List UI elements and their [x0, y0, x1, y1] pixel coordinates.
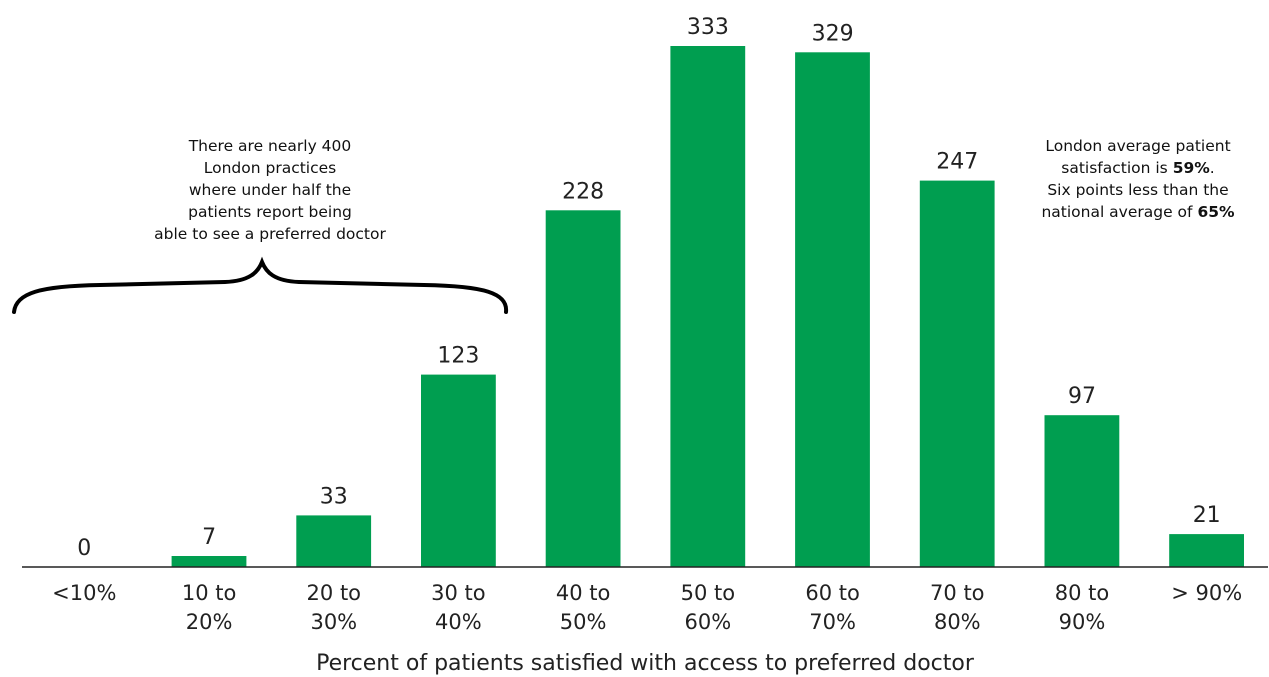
annotation-london-average: London average patient satisfaction is 5… — [1018, 135, 1258, 223]
x-tick-label-line: 40 to — [556, 581, 610, 605]
x-tick-label-line: 10 to — [182, 581, 236, 605]
x-tick-label-line: 60% — [685, 610, 732, 634]
bar-2 — [296, 515, 372, 567]
x-tick-label-line: 30% — [310, 610, 357, 634]
bar-9 — [1169, 534, 1244, 567]
bar-value-label: 329 — [812, 21, 854, 46]
bar-value-label: 123 — [437, 344, 479, 369]
bar-value-label: 0 — [77, 536, 91, 561]
bar-3 — [421, 374, 496, 567]
curly-brace — [12, 256, 509, 314]
bar-value-label: 33 — [320, 484, 348, 509]
x-tick-label-line: 40% — [435, 610, 482, 634]
annotation-line: where under half the — [188, 181, 352, 199]
annotation-line: There are nearly 400 — [188, 137, 352, 155]
x-tick-label-line: 30 to — [431, 581, 485, 605]
bar-value-label: 333 — [687, 15, 729, 40]
annotation-text: . — [1209, 159, 1215, 177]
annotation-line: national average of 65% — [1018, 201, 1258, 223]
bar-value-labels: 0 7 33 123 228 333 329 247 97 21 — [77, 15, 1220, 561]
annotation-line: London practices — [203, 159, 337, 177]
x-tick-label: 70 to 80% — [930, 581, 984, 634]
x-tick-label: 10 to 20% — [182, 581, 236, 634]
x-tick-label-line: 90% — [1059, 610, 1106, 634]
annotation-text: satisfaction is — [1061, 159, 1173, 177]
london-average-value: 59% — [1172, 159, 1210, 177]
x-tick-label-line: > 90% — [1171, 581, 1242, 605]
annotation-line: satisfaction is 59%. — [1018, 157, 1258, 179]
x-tick-label: 80 to 90% — [1055, 581, 1109, 634]
bar-1 — [171, 556, 247, 567]
annotation-line: able to see a preferred doctor — [154, 225, 386, 243]
bar-value-label: 21 — [1193, 503, 1221, 528]
annotation-line: patients report being — [188, 203, 352, 221]
x-tick-label-line: 80 to — [1055, 581, 1109, 605]
x-tick-label: 60 to 70% — [805, 581, 859, 634]
bar-8 — [1044, 415, 1120, 567]
x-tick-label-line: <10% — [52, 581, 116, 605]
x-tick-label: 40 to 50% — [556, 581, 610, 634]
bar-7 — [919, 180, 995, 567]
x-tick-label-line: 60 to — [805, 581, 859, 605]
annotation-line: Six points less than the — [1047, 181, 1229, 199]
bar-value-label: 97 — [1068, 384, 1096, 409]
bar-value-label: 247 — [936, 150, 978, 175]
annotation-under-half: There are nearly 400 London practices wh… — [120, 135, 420, 245]
x-axis-title: Percent of patients satisfied with acces… — [316, 651, 975, 676]
x-tick-label-line: 50% — [560, 610, 607, 634]
x-tick-label: > 90% — [1171, 581, 1242, 605]
bar-4 — [545, 210, 621, 568]
x-tick-label-line: 80% — [934, 610, 981, 634]
x-tick-label-line: 20% — [186, 610, 233, 634]
x-tick-label-line: 50 to — [681, 581, 735, 605]
bars-group — [171, 46, 1244, 568]
x-tick-labels: <10% 10 to 20% 20 to 30% 30 to 40% 40 to 50% 50 t… — [52, 581, 1242, 634]
x-tick-label: <10% — [52, 581, 116, 605]
annotation-text: national average of — [1041, 203, 1198, 221]
x-tick-label: 50 to 60% — [681, 581, 735, 634]
x-tick-label: 20 to 30% — [307, 581, 361, 634]
bar-5 — [670, 46, 746, 567]
national-average-value: 65% — [1197, 203, 1235, 221]
x-tick-label-line: 20 to — [307, 581, 361, 605]
bar-value-label: 7 — [202, 525, 216, 550]
x-tick-label: 30 to 40% — [431, 581, 485, 634]
bar-value-label: 228 — [562, 179, 604, 204]
x-tick-label-line: 70 to — [930, 581, 984, 605]
bar-6 — [795, 52, 870, 568]
x-tick-label-line: 70% — [809, 610, 856, 634]
annotation-line: London average patient — [1045, 137, 1231, 155]
